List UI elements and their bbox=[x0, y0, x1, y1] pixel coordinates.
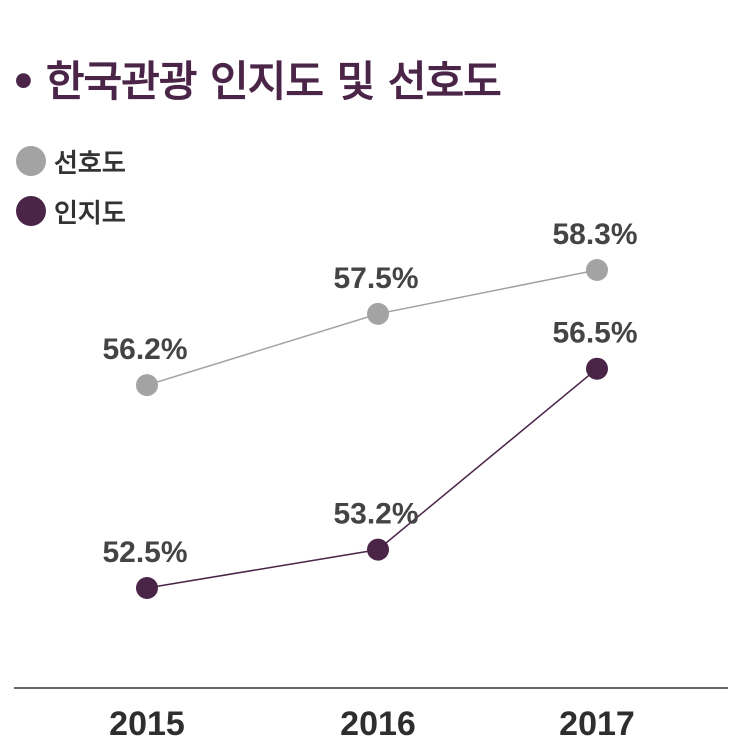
data-point-1-1 bbox=[367, 538, 389, 561]
data-label-1-1: 53.2% bbox=[333, 498, 418, 531]
data-label-0-0: 56.2% bbox=[102, 333, 187, 366]
data-label-1-0: 52.5% bbox=[102, 536, 187, 569]
x-tick-label-1: 2016 bbox=[340, 705, 416, 743]
legend: 선호도 인지도 bbox=[16, 136, 126, 236]
x-tick-label-0: 2015 bbox=[109, 705, 185, 743]
title-text: 한국관광 인지도 및 선호도 bbox=[45, 57, 502, 106]
data-label-0-1: 57.5% bbox=[333, 262, 418, 295]
data-point-1-0 bbox=[136, 577, 158, 599]
x-tick-label-2: 2017 bbox=[559, 705, 635, 743]
legend-label-preference: 선호도 bbox=[54, 148, 126, 179]
legend-item-awareness: 인지도 bbox=[16, 186, 126, 236]
data-point-0-1 bbox=[367, 302, 389, 325]
data-point-0-0 bbox=[136, 374, 158, 397]
legend-item-preference: 선호도 bbox=[16, 136, 126, 186]
data-point-1-2 bbox=[586, 357, 608, 380]
data-label-0-2: 58.3% bbox=[552, 218, 637, 251]
title-bullet: • bbox=[10, 57, 37, 106]
chart-title: • 한국관광 인지도 및 선호도 bbox=[10, 48, 502, 109]
legend-dot-awareness bbox=[16, 196, 46, 226]
data-point-0-2 bbox=[586, 259, 608, 281]
legend-dot-preference bbox=[16, 146, 46, 176]
data-label-1-2: 56.5% bbox=[552, 317, 637, 350]
legend-label-awareness: 인지도 bbox=[54, 198, 126, 229]
